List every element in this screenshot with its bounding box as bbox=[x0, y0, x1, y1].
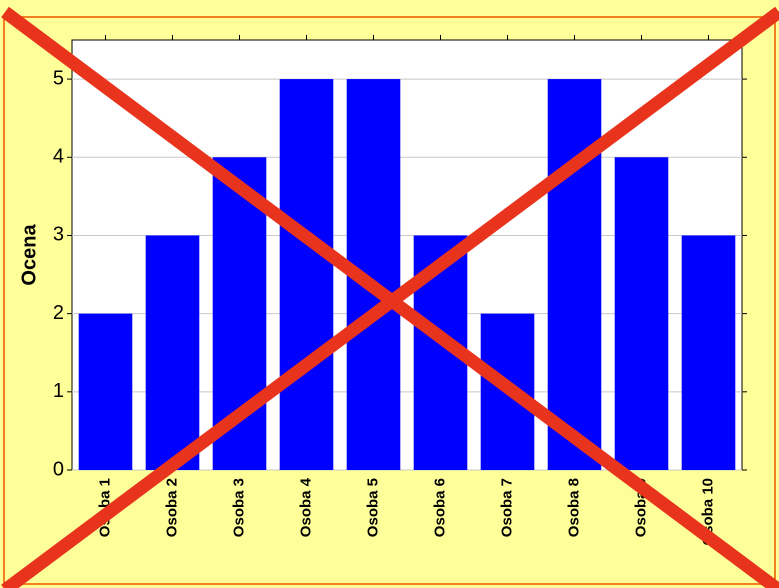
y-tick-label: 1 bbox=[53, 380, 64, 402]
x-tick-label: Osoba 6 bbox=[431, 478, 448, 537]
x-tick-label: Osoba 5 bbox=[364, 478, 381, 537]
y-axis-label: Ocena bbox=[18, 224, 40, 286]
y-tick-label: 4 bbox=[53, 146, 64, 168]
x-tick-label: Osoba 8 bbox=[565, 478, 582, 537]
x-tick-label: Osoba 7 bbox=[498, 478, 515, 537]
y-tick-label: 3 bbox=[53, 224, 64, 246]
cross-line bbox=[1, 6, 779, 588]
y-tick-label: 5 bbox=[53, 67, 64, 89]
bar bbox=[78, 313, 133, 470]
bar bbox=[279, 79, 334, 470]
y-tick-label: 2 bbox=[53, 302, 64, 324]
bar bbox=[145, 235, 200, 470]
bar bbox=[547, 79, 602, 470]
x-tick-label: Osoba 2 bbox=[163, 478, 180, 537]
x-tick-label: Osoba 3 bbox=[230, 478, 247, 537]
x-tick-label: Osoba 4 bbox=[297, 477, 314, 537]
y-tick-label: 0 bbox=[53, 458, 64, 480]
bar bbox=[614, 157, 669, 471]
bar bbox=[681, 235, 736, 470]
